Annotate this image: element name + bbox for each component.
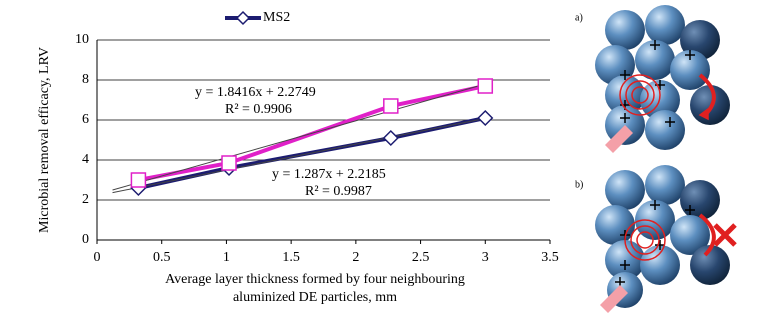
y-axis-label: Microbial removal efficacy, LRV <box>37 47 52 233</box>
y-tick-label: 6 <box>82 112 89 127</box>
x-tick-label: 1 <box>223 250 230 265</box>
legend-marker <box>235 10 251 26</box>
y-tick-label: 4 <box>82 152 89 167</box>
y-tick-label: 8 <box>82 72 89 87</box>
marker <box>382 129 399 147</box>
marker <box>383 98 399 114</box>
marker <box>221 155 237 171</box>
trendline <box>112 83 486 191</box>
legend-label: MS2 <box>263 10 290 25</box>
annotation: R² = 0.9906 <box>225 102 292 117</box>
x-axis-label: Average layer thickness formed by four n… <box>165 272 465 287</box>
x-tick-label: 3 <box>482 250 489 265</box>
y-tick-label: 0 <box>82 232 89 247</box>
y-tick-label: 2 <box>82 192 89 207</box>
x-tick-label: 0.5 <box>153 250 171 265</box>
annotation: R² = 0.9987 <box>305 184 372 199</box>
annotation: y = 1.8416x + 2.2749 <box>195 85 316 100</box>
panel-label: b) <box>575 179 583 190</box>
series-line <box>138 84 486 182</box>
panel-label: a) <box>575 12 583 23</box>
x-tick-label: 2 <box>352 250 359 265</box>
y-tick-label: 10 <box>75 32 89 47</box>
trendline <box>112 117 486 194</box>
x-axis-label: aluminized DE particles, mm <box>233 290 397 305</box>
x-tick-label: 1.5 <box>282 250 300 265</box>
annotation: y = 1.287x + 2.2185 <box>272 167 386 182</box>
particle-diagram-a <box>595 5 730 153</box>
marker <box>477 78 494 94</box>
particle-diagram-b <box>595 165 737 313</box>
x-tick-label: 0 <box>94 250 101 265</box>
marker <box>130 172 147 188</box>
x-tick-label: 2.5 <box>412 250 430 265</box>
x-tick-label: 3.5 <box>541 250 559 265</box>
marker <box>477 109 494 127</box>
